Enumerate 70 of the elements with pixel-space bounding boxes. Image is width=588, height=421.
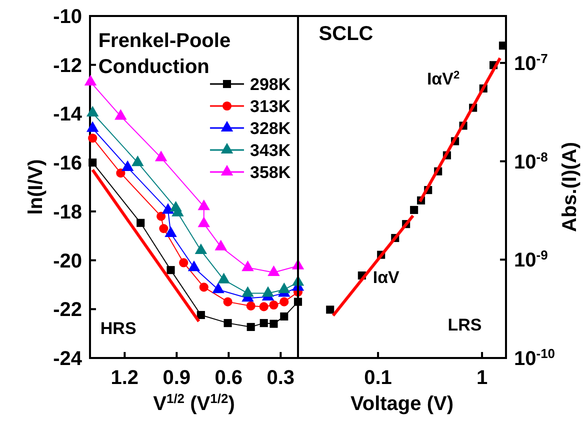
point [268,265,280,276]
y-tick-label: -20 [53,250,82,272]
point [179,258,188,268]
annotation: SCLC [318,22,374,45]
y-tick-label: 10$^{-10}$ [514,346,556,370]
annotation: HRS [100,319,136,338]
point [262,286,274,297]
point [159,224,168,234]
point [198,216,210,228]
annotation: IαV [372,268,400,287]
point [280,297,289,306]
x-tick-label: 1.2 [110,367,139,389]
point [269,300,278,310]
legend-label: 313K [250,97,292,116]
point [214,240,227,250]
point [270,320,278,328]
y-tick-label: -24 [53,348,83,370]
point [194,243,208,254]
point [223,297,232,306]
annotation: IαV$^{2}$ [426,69,460,88]
x-tick-label: 0.9 [162,367,191,389]
point [156,212,166,221]
point [242,286,254,297]
y-tick-label: -10 [53,6,82,28]
y-axis-title: ln(I/V) [25,159,47,215]
legend-label: 328K [250,119,292,138]
point [86,121,99,132]
y-tick-label: -12 [53,54,82,77]
point [136,218,145,227]
point [280,312,288,320]
annotation: Frenkel-Poole Conduction [98,30,231,78]
point [164,226,177,237]
x-tick-label: 0.1 [364,367,392,389]
legend-label: 358K [250,163,292,182]
point [188,260,200,272]
point [154,150,168,162]
point [260,319,268,328]
point [198,199,210,210]
point [218,272,230,284]
legend-label: 343K [250,141,292,160]
point [246,301,256,310]
y-tick-label: -22 [53,299,82,322]
y-tick-label: -18 [53,201,82,224]
y-tick-label: -14 [53,104,83,126]
point [224,319,232,328]
point [114,109,127,120]
point [121,160,134,171]
x-tick-label: 1 [476,367,488,389]
y-tick-label: 10$^{-7}$ [514,50,548,75]
point [196,310,205,320]
x-tick-label: 0.3 [266,367,295,389]
x-tick-label: 0.6 [214,367,243,389]
x-axis-title: V$^{1/2}$ (V$^{1/2}$) [153,390,235,415]
x-axis-title: Voltage (V) [350,393,454,415]
y-tick-label: 10$^{-8}$ [514,148,548,174]
point [199,282,208,292]
point [84,74,97,86]
y-tick-label: 10$^{-9}$ [514,247,548,272]
y-axis-title: Abs.(I)(A) [559,142,581,232]
annotation: LRS [448,316,482,335]
y-tick-label: -16 [53,152,82,175]
point [132,156,144,166]
legend-label: 298K [250,75,292,94]
point [242,260,254,272]
point [246,322,255,331]
point [259,302,268,312]
point [278,282,290,294]
point [212,282,224,294]
point [166,266,175,274]
point [86,106,99,117]
